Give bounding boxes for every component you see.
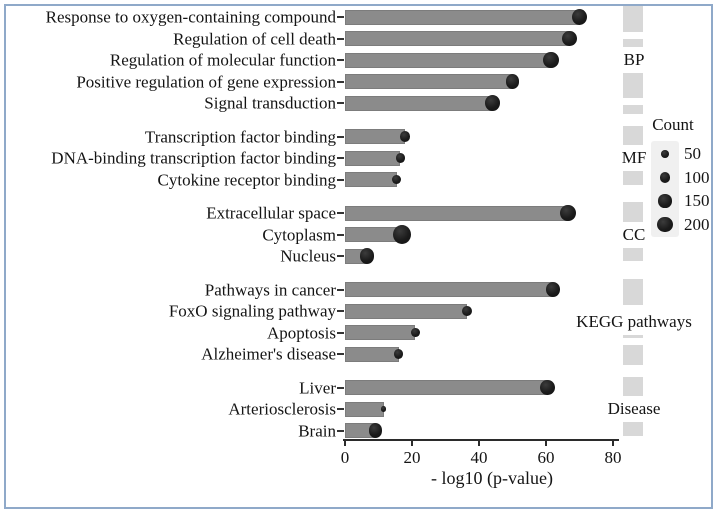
category-label: Arteriosclerosis <box>228 399 336 419</box>
category-label: Regulation of molecular function <box>109 50 336 70</box>
category-tick <box>337 310 344 312</box>
count-dot <box>484 95 500 111</box>
count-dot <box>462 305 473 317</box>
count-dot <box>400 131 411 142</box>
count-dot <box>381 406 386 412</box>
facet-label: Disease <box>603 396 665 422</box>
bar <box>345 227 402 242</box>
legend-size-dot <box>661 150 669 158</box>
category-label: Cytokine receptor binding <box>157 170 336 189</box>
bar <box>345 423 376 438</box>
count-dot <box>543 51 559 69</box>
count-dot <box>505 74 520 89</box>
category-label: FoxO signaling pathway <box>168 301 336 321</box>
bar <box>345 9 580 25</box>
bar <box>345 95 493 111</box>
category-label: Liver <box>299 378 336 397</box>
legend-size-dot <box>657 216 673 233</box>
legend-size-label: 150 <box>684 191 710 210</box>
bar <box>345 150 401 166</box>
count-dot <box>545 282 560 297</box>
legend-title: Count <box>652 115 694 134</box>
bar <box>345 74 513 89</box>
category-tick <box>337 408 344 410</box>
bar <box>345 52 552 68</box>
category-tick <box>337 59 344 61</box>
category-tick <box>337 102 344 104</box>
category-tick <box>337 178 344 181</box>
count-dot <box>410 327 420 338</box>
x-axis-tick <box>411 440 413 446</box>
legend-size-dot <box>658 194 672 208</box>
bar <box>345 172 397 187</box>
category-label: Cytoplasm <box>262 225 336 244</box>
bar <box>345 129 406 144</box>
category-label: Positive regulation of gene expression <box>76 72 336 91</box>
count-dot <box>392 224 411 245</box>
category-tick <box>337 157 344 159</box>
bar <box>345 282 553 297</box>
facet-label: KEGG pathways <box>572 308 696 335</box>
bar <box>345 325 416 340</box>
category-tick <box>337 386 344 389</box>
count-dot <box>395 153 405 163</box>
x-axis-line <box>343 438 619 441</box>
bar <box>345 31 570 46</box>
category-tick <box>337 16 344 18</box>
category-tick <box>337 80 344 83</box>
x-axis-tick <box>612 440 614 446</box>
category-label: Response to oxygen-containing compound <box>45 7 336 27</box>
count-dot <box>394 349 404 359</box>
legend-size-label: 200 <box>684 214 710 234</box>
category-tick <box>337 37 344 40</box>
category-label: Transcription factor binding <box>144 127 336 146</box>
count-dot <box>559 204 576 222</box>
category-tick <box>337 353 344 355</box>
category-tick <box>337 331 344 334</box>
category-tick <box>337 135 344 138</box>
category-label: Nucleus <box>280 246 336 266</box>
category-label: Apoptosis <box>267 323 336 342</box>
category-label: Pathways in cancer <box>204 280 336 299</box>
x-axis-tick <box>344 440 346 446</box>
count-dot <box>540 379 556 396</box>
count-dot <box>562 30 577 47</box>
category-tick <box>337 212 344 214</box>
count-dot <box>571 8 588 26</box>
facet-label: MF <box>617 145 651 171</box>
facet-label: BP <box>619 47 649 73</box>
x-axis-tick-label: 0 <box>340 447 350 467</box>
legend-size-dot <box>659 172 671 183</box>
category-tick <box>337 429 344 432</box>
bar <box>345 380 548 395</box>
category-label: Extracellular space <box>206 203 336 223</box>
category-tick <box>337 288 344 291</box>
bar <box>345 205 568 221</box>
count-dot <box>392 174 402 185</box>
facet-label: CC <box>618 221 650 248</box>
category-label: Alzheimer's disease <box>201 344 336 364</box>
bar <box>345 401 384 417</box>
x-axis-tick <box>545 440 547 446</box>
count-dot <box>368 423 382 438</box>
category-label: Signal transduction <box>204 93 336 113</box>
x-axis-title: - log10 (p-value) <box>431 468 553 488</box>
category-tick <box>337 233 344 236</box>
x-axis-tick-label: 80 <box>604 447 622 467</box>
count-dot <box>359 248 374 264</box>
x-axis-tick <box>478 440 480 446</box>
category-tick <box>337 255 344 257</box>
category-label: DNA-binding transcription factor binding <box>51 148 336 168</box>
x-axis-tick-label: 20 <box>403 447 421 467</box>
x-axis-tick-label: 40 <box>470 447 488 467</box>
bar <box>345 303 468 319</box>
x-axis-tick-label: 60 <box>537 447 555 467</box>
legend-size-label: 50 <box>684 144 701 163</box>
category-label: Brain <box>298 421 336 440</box>
legend-size-label: 100 <box>684 167 710 187</box>
category-label: Regulation of cell death <box>173 29 336 48</box>
bar <box>345 346 399 362</box>
